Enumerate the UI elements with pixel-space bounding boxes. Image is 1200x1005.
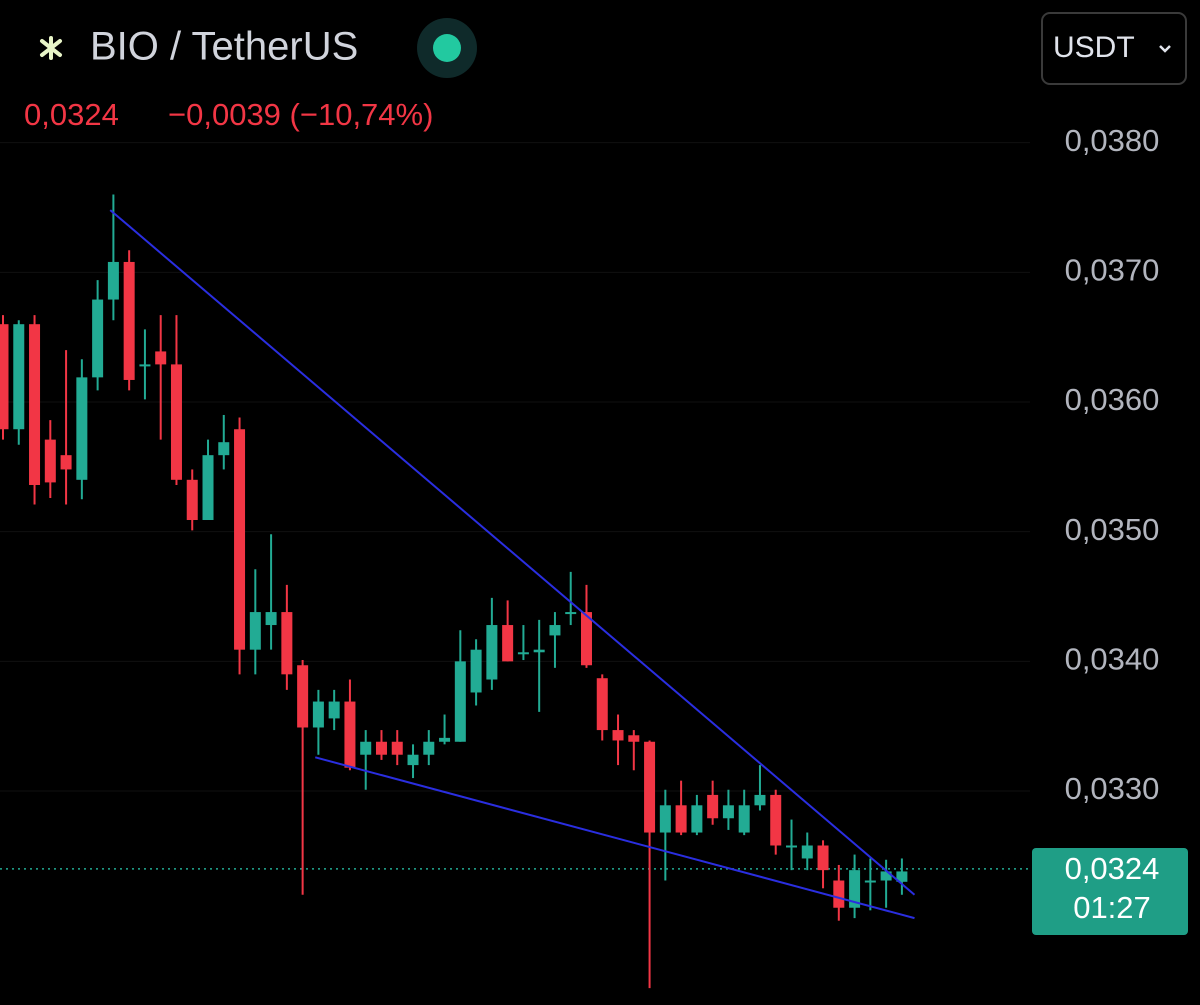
candle-body [297, 665, 309, 728]
candle-body [76, 377, 88, 480]
candle-body [186, 479, 198, 521]
y-tick-label: 0,0330 [1065, 771, 1160, 806]
candle-body [60, 455, 72, 470]
status-dot [433, 34, 461, 62]
symbol-icon [40, 36, 62, 60]
candle-body [644, 741, 656, 833]
candle-body [470, 649, 482, 693]
candle-body [92, 299, 104, 378]
trendline [109, 209, 916, 896]
candle-body [281, 612, 293, 675]
currency[interactable]: USDT [1053, 31, 1135, 64]
candle-body [565, 612, 577, 615]
candle-body [675, 805, 687, 833]
candle-body [218, 442, 230, 456]
candle-body [754, 794, 766, 806]
candle-body [170, 364, 182, 480]
candle-body [375, 741, 387, 755]
candle-body [817, 845, 829, 871]
candle-body [517, 652, 529, 655]
candle-body [155, 351, 167, 365]
candle-body [312, 701, 324, 728]
price-change: −0,0039 (−10,74%) [168, 97, 433, 132]
candle-body [502, 625, 514, 662]
candle-body [533, 649, 545, 653]
last-price: 0,0324 [24, 97, 119, 132]
candle-body [707, 794, 719, 819]
candle-body [123, 261, 135, 380]
symbol: BIO / TetherUS [90, 25, 358, 69]
candle-body [44, 439, 56, 483]
candle-body [139, 364, 151, 367]
candle-body [849, 870, 861, 908]
candle-body [407, 754, 419, 766]
candle-body [580, 612, 592, 666]
candle-body [628, 735, 640, 742]
price-tag-label: 0,0324 [1065, 851, 1160, 886]
candle-body [202, 455, 214, 521]
candle-body [249, 612, 261, 650]
candle-body [722, 805, 734, 819]
y-tick-label: 0,0360 [1065, 382, 1160, 417]
candle-body [439, 737, 451, 742]
candle-body [864, 880, 876, 883]
candle-body [659, 805, 671, 833]
candle-body [786, 845, 797, 848]
candle-body [896, 871, 908, 882]
candle-body [391, 741, 403, 755]
candle-body [234, 429, 246, 650]
dropdown-arrow[interactable] [1159, 45, 1171, 53]
y-tick-label: 0,0380 [1065, 123, 1160, 158]
candle-body [596, 678, 608, 731]
plot: 0,0380 0,0370 0,0360 0,0350 0,0340 0,0330 [0, 123, 1160, 989]
price-tag [1032, 848, 1188, 935]
candle-body [13, 324, 25, 430]
candle-body [29, 324, 41, 485]
candle-body [107, 261, 119, 300]
candle-body [423, 741, 435, 755]
y-tick-label: 0,0350 [1065, 512, 1160, 547]
countdown: 01:27 [1073, 890, 1151, 925]
candle-body [612, 730, 624, 741]
y-tick-label: 0,0370 [1065, 253, 1160, 288]
candle-body [549, 625, 561, 636]
candle-body [691, 805, 703, 833]
candle-body [344, 701, 356, 768]
candle-body [880, 871, 892, 881]
y-tick-label: 0,0340 [1065, 642, 1160, 677]
candle-body [801, 845, 813, 859]
candle-body [738, 805, 750, 833]
candle-body [833, 880, 845, 908]
candle-body [328, 701, 340, 719]
candle-body [265, 612, 277, 626]
candle-body [360, 741, 372, 755]
trendline [314, 756, 915, 920]
candle-body [770, 794, 782, 846]
candle-body [486, 625, 498, 680]
candle-body [454, 661, 466, 742]
candle-body [0, 324, 9, 430]
currency-button[interactable] [1041, 12, 1187, 85]
